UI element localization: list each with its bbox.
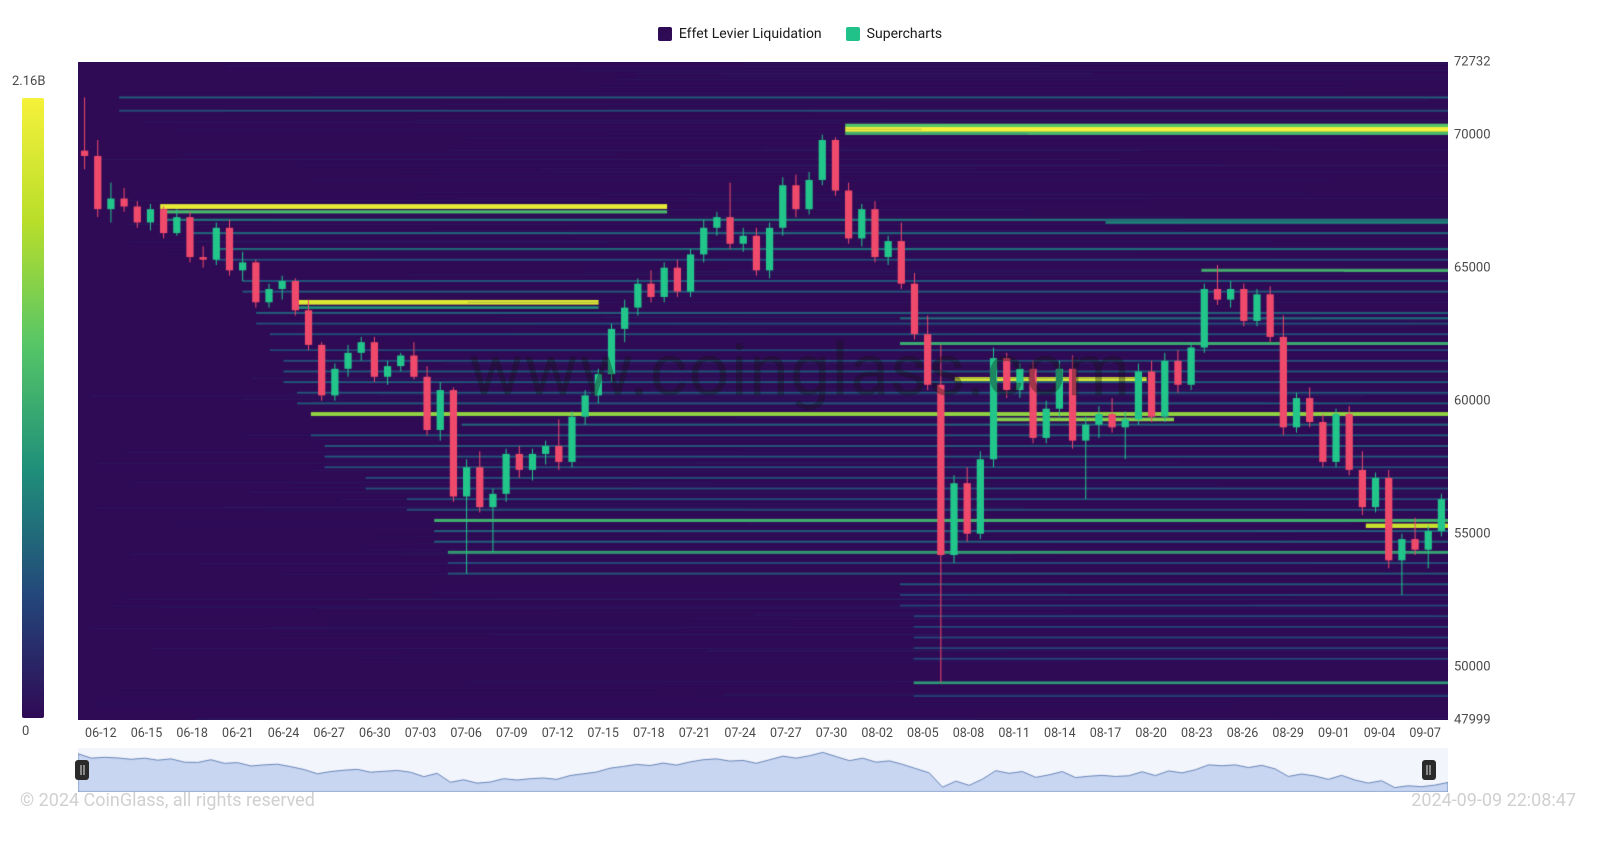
x-tick-label: 07-03 [405, 726, 437, 741]
x-axis: 06-12 06-15 06-18 06-21 06-24 06-27 06-30 07-03… [78, 724, 1448, 744]
copyright-text: © 2024 CoinGlass, all rights reserved [20, 790, 315, 811]
colorbar [22, 98, 44, 718]
brush-region[interactable] [78, 748, 1448, 792]
y-tick-label: 47999 [1454, 713, 1491, 728]
x-tick-label: 08-14 [1044, 726, 1076, 741]
x-tick-label: 08-20 [1135, 726, 1167, 741]
x-tick-label: 07-24 [724, 726, 756, 741]
x-tick-label: 08-29 [1272, 726, 1304, 741]
x-tick-label: 06-12 [85, 726, 117, 741]
x-tick-label: 07-30 [816, 726, 848, 741]
x-tick-label: 09-04 [1364, 726, 1396, 741]
x-tick-label: 08-11 [998, 726, 1030, 741]
y-tick-label: 65000 [1454, 260, 1491, 275]
legend-label-2: Supercharts [867, 26, 942, 42]
x-tick-label: 07-12 [542, 726, 574, 741]
x-tick-label: 08-17 [1090, 726, 1122, 741]
legend-label-1: Effet Levier Liquidation [679, 26, 822, 42]
colorbar-max-label: 2.16B [12, 74, 45, 89]
x-tick-label: 07-06 [450, 726, 482, 741]
y-axis: 47999500005500060000650007000072732 [1450, 62, 1510, 720]
x-tick-label: 06-15 [131, 726, 163, 741]
legend-item-liquidation[interactable]: Effet Levier Liquidation [658, 26, 822, 42]
legend-swatch-1 [658, 27, 672, 41]
x-tick-label: 07-27 [770, 726, 802, 741]
y-tick-label: 55000 [1454, 526, 1491, 541]
legend-swatch-2 [846, 27, 860, 41]
legend: Effet Levier Liquidation Supercharts [0, 26, 1600, 42]
legend-item-supercharts[interactable]: Supercharts [846, 26, 942, 42]
brush-handle-left[interactable] [75, 760, 89, 780]
colorbar-min-label: 0 [22, 724, 29, 739]
x-tick-label: 08-05 [907, 726, 939, 741]
x-tick-label: 06-21 [222, 726, 254, 741]
x-tick-label: 07-09 [496, 726, 528, 741]
y-tick-label: 72732 [1454, 55, 1491, 70]
x-tick-label: 06-24 [268, 726, 300, 741]
x-tick-label: 06-18 [176, 726, 208, 741]
x-tick-label: 09-01 [1318, 726, 1350, 741]
x-tick-label: 07-15 [587, 726, 619, 741]
x-tick-label: 08-02 [861, 726, 893, 741]
y-tick-label: 60000 [1454, 393, 1491, 408]
chart-area[interactable] [78, 62, 1448, 720]
x-tick-label: 07-18 [633, 726, 665, 741]
x-tick-label: 08-08 [953, 726, 985, 741]
x-tick-label: 07-21 [679, 726, 711, 741]
brush-handle-right[interactable] [1422, 760, 1436, 780]
x-tick-label: 09-07 [1409, 726, 1441, 741]
x-tick-label: 06-27 [313, 726, 345, 741]
x-tick-label: 08-23 [1181, 726, 1213, 741]
x-tick-label: 06-30 [359, 726, 391, 741]
y-tick-label: 70000 [1454, 127, 1491, 142]
timestamp-text: 2024-09-09 22:08:47 [1411, 790, 1576, 811]
x-tick-label: 08-26 [1227, 726, 1259, 741]
y-tick-label: 50000 [1454, 659, 1491, 674]
